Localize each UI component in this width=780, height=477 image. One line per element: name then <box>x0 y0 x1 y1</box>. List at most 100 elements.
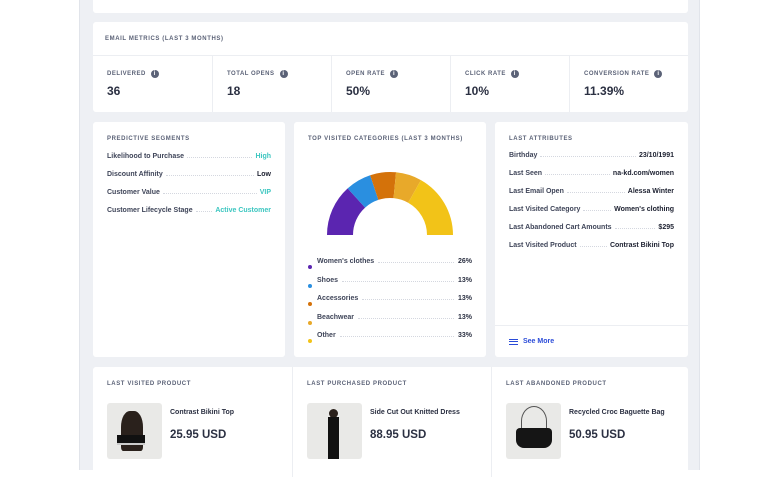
metric-label: TOTAL OPENS <box>227 71 275 77</box>
row-value: High <box>255 153 271 160</box>
row-item: Customer Value VIP <box>107 189 271 207</box>
product-image[interactable] <box>107 403 162 459</box>
metric-label: CONVERSION RATE <box>584 71 650 77</box>
info-icon[interactable]: i <box>390 70 399 78</box>
legend-value: 26% <box>457 258 472 265</box>
slice-1[interactable] <box>347 175 379 208</box>
legend-item: Beachwear 13% <box>308 314 472 333</box>
slice-2[interactable] <box>370 172 397 200</box>
legend-dot-icon <box>308 339 312 344</box>
product-section-0: Last Visited Product Contrast Bikini Top… <box>93 367 292 477</box>
email-metrics-title: Email Metrics (Last 3 Months) <box>105 36 224 42</box>
chart-title: Top Visited Categories (Last 3 Months) <box>308 136 463 142</box>
top-card <box>93 0 688 13</box>
metric-label: DELIVERED <box>107 71 146 77</box>
see-more-button[interactable]: See More <box>495 325 688 357</box>
row-key: Likelihood to Purchase <box>107 153 185 160</box>
metric-value: 36 <box>107 84 121 98</box>
email-metrics-card: Email Metrics (Last 3 Months) DELIVERED i… <box>93 22 688 112</box>
product-section-title: Last Visited Product <box>107 381 192 387</box>
legend-dot-icon <box>308 283 312 288</box>
info-icon[interactable]: i <box>510 70 519 78</box>
metric-label: CLICK RATE <box>465 71 506 77</box>
product-section-title: Last Purchased Product <box>307 381 407 387</box>
slice-4[interactable] <box>408 180 453 235</box>
list-icon <box>509 338 518 345</box>
legend-value: 13% <box>457 295 472 302</box>
product-price: 88.95 USD <box>370 429 427 441</box>
row-value: Women's clothing <box>614 206 674 213</box>
legend-label: Accessories <box>317 295 359 302</box>
row-item: Customer Lifecycle Stage Active Customer <box>107 207 271 225</box>
legend-dot-icon <box>308 302 312 307</box>
legend-label: Shoes <box>317 276 339 284</box>
row-value: VIP <box>259 189 271 196</box>
info-icon[interactable]: i <box>654 70 663 78</box>
row-item: Last Email Open Alessa Winter <box>509 188 674 206</box>
legend-item: Other 33% <box>308 332 472 351</box>
legend-label: Beachwear <box>317 313 354 321</box>
row-key: Discount Affinity <box>107 171 163 178</box>
info-icon[interactable]: i <box>279 70 288 78</box>
metric-value: 10% <box>465 84 490 98</box>
metric-0: DELIVERED i 36 <box>93 56 212 112</box>
row-value: Low <box>257 171 271 178</box>
row-item: Discount Affinity Low <box>107 171 271 189</box>
legend-label: Other <box>317 332 336 339</box>
product-price: 25.95 USD <box>170 429 227 441</box>
row-key: Last Seen <box>509 170 543 177</box>
legend-dot-icon <box>308 320 312 325</box>
info-icon[interactable]: i <box>150 70 159 78</box>
predictive-segments-card: Predictive Segments Likelihood to Purcha… <box>93 122 285 357</box>
legend-item: Shoes 13% <box>308 277 472 296</box>
see-more-label: See More <box>523 338 555 345</box>
metric-4: CONVERSION RATE i 11.39% <box>569 56 688 112</box>
product-section-2: Last Abandoned Product Recycled Croc Bag… <box>491 367 690 477</box>
legend-value: 13% <box>457 276 472 284</box>
legend-item: Women's clothes 26% <box>308 258 472 277</box>
product-price: 50.95 USD <box>569 429 626 441</box>
row-item: Last Seen na-kd.com/women <box>509 170 674 188</box>
metric-1: TOTAL OPENS i 18 <box>212 56 331 112</box>
metric-value: 50% <box>346 84 371 98</box>
row-key: Last Visited Category <box>509 206 581 213</box>
row-value: na-kd.com/women <box>612 170 674 177</box>
top-categories-card: Top Visited Categories (Last 3 Months) W… <box>294 122 486 357</box>
legend-dot-icon <box>308 265 312 270</box>
metric-label: OPEN RATE <box>346 71 386 77</box>
row-item: Last Visited Category Women's clothing <box>509 206 674 224</box>
product-name[interactable]: Contrast Bikini Top <box>170 409 235 416</box>
row-key: Customer Value <box>107 189 160 196</box>
last-attributes-card: Last Attributes Birthday 23/10/1991 Last S… <box>495 122 688 357</box>
product-section-1: Last Purchased Product Side Cut Out Knit… <box>292 367 491 477</box>
product-name[interactable]: Recycled Croc Baguette Bag <box>569 409 665 416</box>
row-key: Last Email Open <box>509 188 564 195</box>
row-value: 23/10/1991 <box>638 152 674 159</box>
row-value: Contrast Bikini Top <box>609 242 674 249</box>
legend-value: 13% <box>457 313 472 321</box>
slice-0[interactable] <box>327 188 366 235</box>
predictive-segments-title: Predictive Segments <box>107 136 190 142</box>
row-item: Birthday 23/10/1991 <box>509 152 674 170</box>
metric-value: 11.39% <box>584 84 625 98</box>
row-key: Last Visited Product <box>509 242 577 249</box>
slice-3[interactable] <box>393 172 421 203</box>
metric-2: OPEN RATE i 50% <box>331 56 450 112</box>
row-value: Active Customer <box>215 207 271 214</box>
legend-item: Accessories 13% <box>308 295 472 314</box>
metric-3: CLICK RATE i 10% <box>450 56 569 112</box>
product-image[interactable] <box>506 403 561 459</box>
row-value: Alessa Winter <box>627 188 674 195</box>
metric-value: 18 <box>227 84 241 98</box>
product-name[interactable]: Side Cut Out Knitted Dress <box>370 409 460 416</box>
row-key: Customer Lifecycle Stage <box>107 207 193 214</box>
legend-label: Women's clothes <box>317 258 375 265</box>
product-image[interactable] <box>307 403 362 459</box>
product-section-title: Last Abandoned Product <box>506 381 607 387</box>
row-key: Birthday <box>509 152 538 159</box>
row-value: $295 <box>658 224 674 231</box>
row-item: Last Visited Product Contrast Bikini Top <box>509 242 674 260</box>
last-attributes-title: Last Attributes <box>509 136 573 142</box>
row-item: Likelihood to Purchase High <box>107 153 271 171</box>
half-donut-chart <box>327 172 453 235</box>
